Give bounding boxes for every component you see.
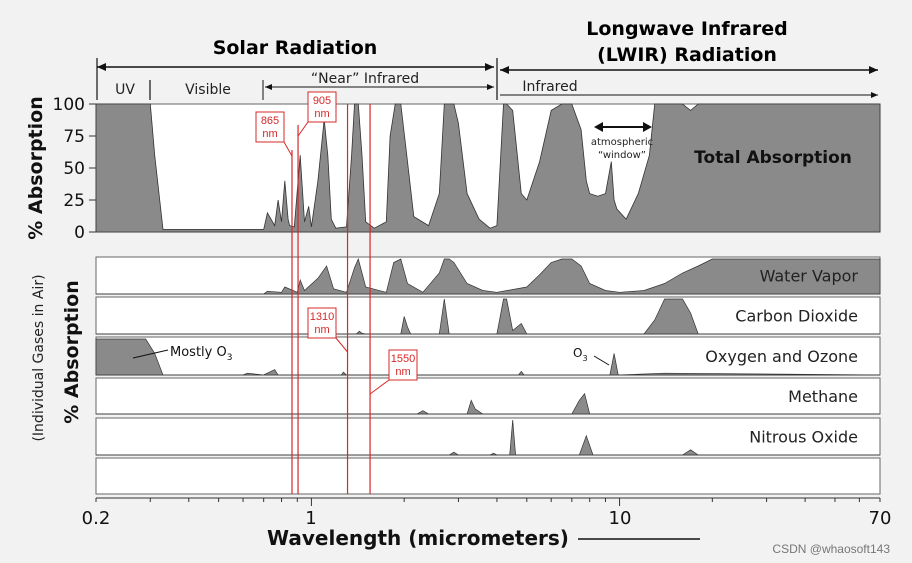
solar-radiation-label: Solar Radiation [213, 37, 378, 59]
x-axis: 0.2 1 10 70 Wavelength (micrometers) [82, 497, 892, 550]
bottom-y-axis-label: % Absorption [61, 280, 83, 423]
solar-arrow-left-head [97, 63, 106, 71]
window-arrow-right-head [643, 122, 652, 132]
marker-unit-1310: nm [314, 324, 329, 336]
infrared-arrow-head [871, 92, 878, 98]
x-tick-1: 1 [305, 508, 316, 529]
solar-arrow-right-head [485, 63, 494, 71]
panel-nitrous-oxide [95, 417, 881, 456]
top-y-tick-label: 50 [63, 159, 85, 179]
panel-methane [95, 377, 881, 415]
lwir-arrow-left-head [500, 66, 509, 74]
area-oxygen-and-ozone [95, 338, 881, 376]
x-tick-70: 70 [869, 508, 892, 529]
marker-unit-1550: nm [395, 366, 410, 378]
marker-box-865 [255, 111, 285, 143]
series-label-oxygen-and-ozone: Oxygen and Ozone [705, 347, 858, 366]
bottom-y-axis-sublabel: (Individual Gases in Air) [31, 274, 47, 441]
area-methane [96, 392, 880, 415]
marker-value-1550: 1550 [391, 353, 415, 365]
marker-pointer-865 [283, 141, 293, 157]
series-label-carbon-dioxide: Carbon Dioxide [735, 307, 858, 326]
x-minor-ticks [95, 498, 881, 506]
marker-unit-905: nm [314, 108, 329, 120]
gas-panels: Water Vapor Carbon Dioxide Oxygen and Ozon… [95, 256, 881, 456]
top-y-tick-label: 25 [63, 191, 85, 211]
x-tick-0.2: 0.2 [82, 508, 111, 529]
region-header: Solar Radiation Longwave Infrared (LWIR)… [96, 18, 878, 100]
marker-value-905: 905 [313, 95, 331, 107]
marker-unit-865: nm [262, 128, 277, 140]
uv-label: UV [115, 82, 135, 98]
lwir-label-line2: (LWIR) Radiation [597, 44, 777, 66]
window-arrow-left-head [594, 122, 603, 132]
total-absorption-label: Total Absorption [694, 148, 852, 168]
marker-value-1310: 1310 [310, 311, 334, 323]
near-ir-arrow-right-head [487, 84, 494, 90]
series-label-methane: Methane [788, 387, 858, 406]
marker-pointer-1550 [369, 379, 390, 395]
lwir-label-line1: Longwave Infrared [586, 18, 787, 40]
mostly-o3-label: Mostly O3 [170, 345, 232, 363]
lwir-arrow-right-head [869, 66, 878, 74]
window-label-line2: “window” [598, 150, 646, 161]
top-y-tick-label: 75 [63, 127, 85, 147]
marker-pointer-905 [297, 121, 309, 137]
x-axis-label: Wavelength (micrometers) [267, 526, 569, 550]
near-ir-arrow-left-head [265, 84, 272, 90]
o3-label: O3 [573, 346, 588, 363]
infrared-label: Infrared [522, 79, 577, 95]
x-tick-10: 10 [609, 508, 632, 529]
marker-box-1550 [388, 349, 418, 381]
empty-strip [95, 457, 881, 495]
marker-box-1310 [307, 307, 337, 339]
o3-pointer [593, 355, 610, 366]
visible-label: Visible [185, 82, 231, 98]
area-nitrous-oxide [96, 419, 880, 456]
marker-box-905 [307, 91, 337, 123]
total-absorption-area [95, 103, 881, 233]
near-ir-label: “Near” Infrared [311, 71, 419, 87]
area-carbon-dioxide [96, 298, 880, 335]
series-label-nitrous-oxide: Nitrous Oxide [749, 428, 858, 447]
top-y-ticks: 100 75 50 25 0 [53, 95, 96, 243]
marker-pointer-1310 [335, 337, 348, 353]
top-y-axis-label: % Absorption [25, 96, 47, 239]
window-label-line1: atmospheric [591, 137, 653, 148]
marker-value-865: 865 [261, 115, 279, 127]
top-y-tick-label: 0 [74, 223, 85, 243]
series-label-water-vapor: Water Vapor [760, 267, 859, 286]
watermark: CSDN @whaosoft143 [772, 542, 890, 556]
area-water-vapor [96, 257, 881, 295]
panel-oxygen-and-ozone [95, 336, 881, 376]
mostly-o3-pointer [132, 349, 169, 359]
top-y-tick-label: 100 [53, 95, 85, 115]
